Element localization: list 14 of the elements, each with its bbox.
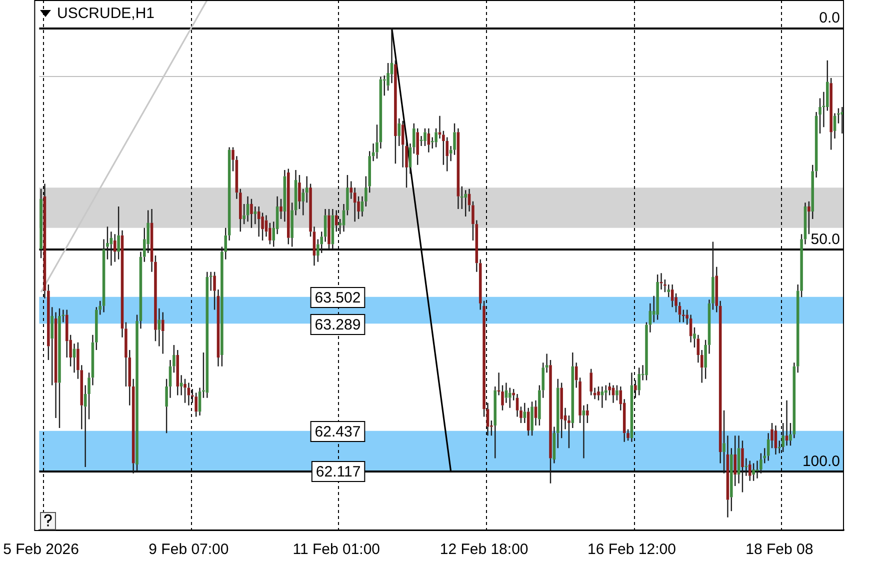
chart-title: USCRUDE,H1 bbox=[57, 5, 155, 22]
annotation: 50.0 bbox=[810, 230, 840, 248]
x-tick-label: 16 Feb 12:00 bbox=[588, 541, 676, 558]
annotation: 0.0 bbox=[819, 9, 840, 26]
x-tick-label: 5 Feb 2026 bbox=[3, 541, 79, 558]
x-tick-label: 18 Feb 08 bbox=[746, 541, 814, 558]
y-tick-label: 62.437 bbox=[314, 424, 361, 441]
x-tick-label: 12 Feb 18:00 bbox=[440, 541, 528, 558]
y-tick-label: 63.289 bbox=[314, 316, 361, 334]
y-tick-label: 62.117 bbox=[316, 464, 361, 481]
y-tick-label: 63.502 bbox=[314, 290, 361, 307]
x-tick-label: 11 Feb 01:00 bbox=[292, 541, 380, 558]
annotation: 100.0 bbox=[802, 452, 840, 470]
x-tick-label: 9 Feb 07:00 bbox=[148, 541, 229, 558]
